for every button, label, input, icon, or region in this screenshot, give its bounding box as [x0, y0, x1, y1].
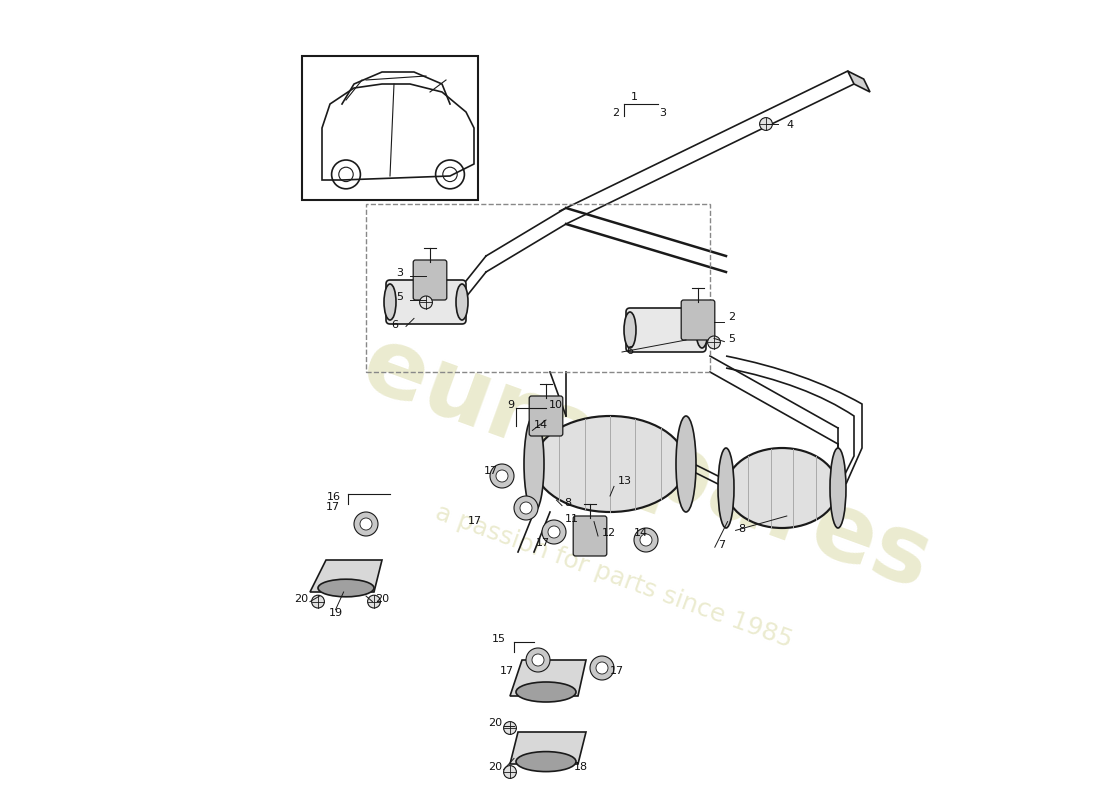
Text: 2: 2 — [728, 312, 736, 322]
FancyBboxPatch shape — [386, 280, 466, 324]
Text: 14: 14 — [634, 528, 648, 538]
Text: 8: 8 — [564, 498, 572, 508]
Text: 11: 11 — [564, 514, 579, 524]
Circle shape — [490, 464, 514, 488]
Text: 5: 5 — [728, 334, 736, 344]
FancyBboxPatch shape — [626, 308, 706, 352]
Text: 17: 17 — [499, 666, 514, 675]
Ellipse shape — [624, 312, 636, 348]
FancyBboxPatch shape — [302, 56, 478, 200]
Text: 17: 17 — [327, 502, 340, 513]
Ellipse shape — [830, 448, 846, 528]
Circle shape — [526, 648, 550, 672]
Text: 1: 1 — [630, 92, 638, 102]
Text: 14: 14 — [534, 420, 548, 430]
Text: 9: 9 — [507, 400, 514, 410]
Circle shape — [311, 595, 324, 608]
Text: 17: 17 — [468, 516, 482, 526]
Polygon shape — [510, 732, 586, 764]
Circle shape — [367, 595, 381, 608]
Circle shape — [360, 518, 372, 530]
Ellipse shape — [516, 682, 576, 702]
Polygon shape — [848, 71, 870, 92]
FancyBboxPatch shape — [414, 260, 447, 300]
Ellipse shape — [676, 416, 696, 512]
Ellipse shape — [696, 312, 708, 348]
Text: 10: 10 — [549, 400, 562, 410]
Text: 3: 3 — [660, 108, 667, 118]
Text: 15: 15 — [492, 634, 506, 643]
Text: 5: 5 — [397, 292, 404, 302]
Circle shape — [504, 766, 516, 778]
Ellipse shape — [726, 448, 838, 528]
Ellipse shape — [318, 579, 374, 597]
Circle shape — [542, 520, 566, 544]
Circle shape — [354, 512, 378, 536]
Text: 19: 19 — [329, 608, 343, 618]
Circle shape — [590, 656, 614, 680]
Circle shape — [707, 336, 721, 349]
Ellipse shape — [534, 416, 686, 512]
Text: 17: 17 — [536, 538, 550, 547]
Text: 6: 6 — [390, 320, 398, 330]
Text: 12: 12 — [602, 528, 616, 538]
Text: 4: 4 — [786, 120, 793, 130]
Circle shape — [596, 662, 608, 674]
Ellipse shape — [718, 448, 734, 528]
Circle shape — [419, 296, 432, 309]
Text: 17: 17 — [610, 666, 624, 675]
Ellipse shape — [456, 284, 468, 320]
Bar — [366, 204, 710, 372]
Text: eurospares: eurospares — [350, 318, 943, 610]
Text: 16: 16 — [327, 492, 340, 502]
Text: 2: 2 — [613, 108, 619, 118]
Text: 13: 13 — [618, 476, 632, 486]
Text: a passion for parts since 1985: a passion for parts since 1985 — [432, 500, 795, 652]
Ellipse shape — [516, 752, 576, 771]
Circle shape — [548, 526, 560, 538]
Text: 7: 7 — [718, 540, 725, 550]
Text: 18: 18 — [574, 762, 589, 771]
FancyBboxPatch shape — [573, 516, 607, 556]
Circle shape — [520, 502, 532, 514]
Text: 3: 3 — [397, 268, 404, 278]
Text: 20: 20 — [295, 594, 308, 603]
Text: 17: 17 — [484, 466, 498, 475]
Text: 6: 6 — [626, 346, 632, 355]
FancyBboxPatch shape — [529, 396, 563, 436]
Ellipse shape — [524, 416, 544, 512]
Text: 20: 20 — [488, 718, 502, 728]
Polygon shape — [510, 660, 586, 696]
Circle shape — [634, 528, 658, 552]
Text: 8: 8 — [738, 524, 745, 534]
FancyBboxPatch shape — [681, 300, 715, 340]
Circle shape — [504, 722, 516, 734]
Circle shape — [532, 654, 544, 666]
Text: 20: 20 — [488, 762, 502, 771]
Ellipse shape — [384, 284, 396, 320]
Polygon shape — [310, 560, 382, 592]
Circle shape — [496, 470, 508, 482]
Circle shape — [760, 118, 772, 130]
Circle shape — [640, 534, 652, 546]
Text: 20: 20 — [375, 594, 389, 603]
Circle shape — [514, 496, 538, 520]
